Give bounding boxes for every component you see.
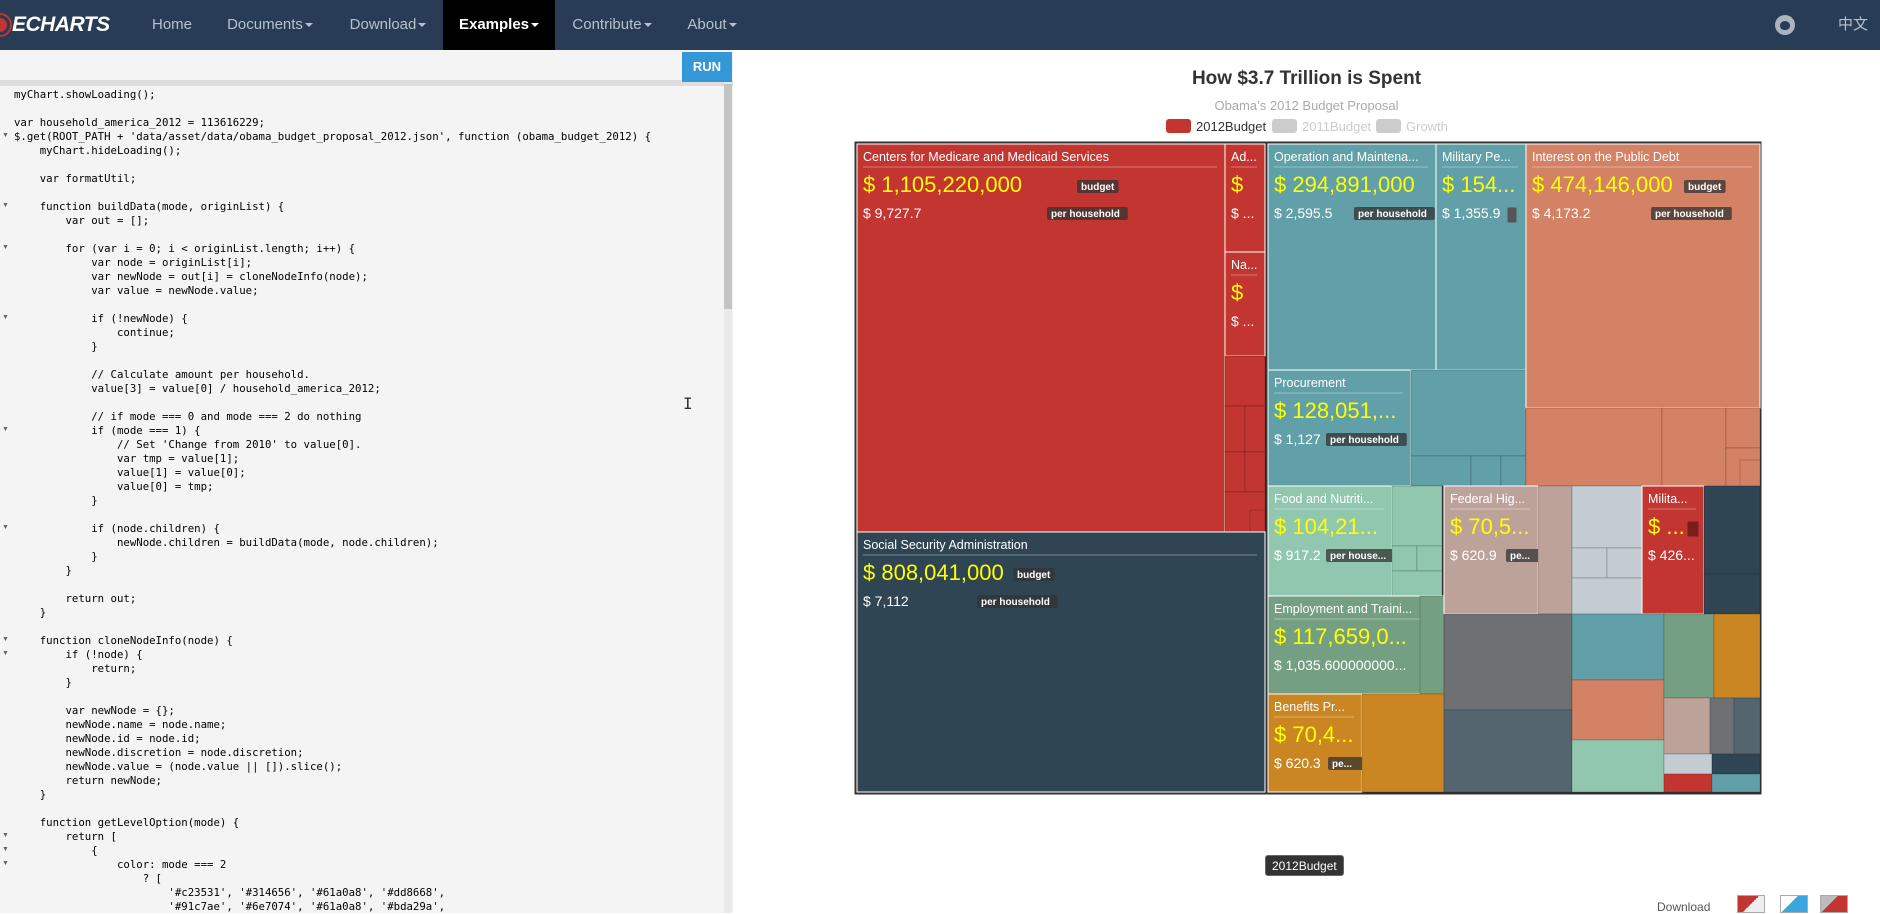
code-line: if (node.children) { bbox=[14, 522, 220, 535]
top-navbar: ECHARTS Home Documents Download Examples… bbox=[0, 0, 1880, 50]
code-line: // Set 'Change from 2010' to value[0]. bbox=[14, 438, 362, 451]
code-line: return; bbox=[14, 662, 137, 675]
run-button[interactable]: RUN bbox=[682, 52, 732, 82]
chevron-down-icon bbox=[418, 23, 427, 28]
theme-thumbnail[interactable] bbox=[1780, 895, 1808, 913]
code-line: value[0] = tmp; bbox=[14, 480, 214, 493]
code-line: { bbox=[14, 844, 98, 857]
code-line: var household_america_2012 = 113616229; bbox=[14, 116, 265, 129]
chart-title: How $3.7 Trillion is Spent bbox=[1191, 68, 1422, 89]
nav-home[interactable]: Home bbox=[151, 16, 192, 33]
code-editor-panel bbox=[0, 50, 733, 913]
fold-toggle-icon[interactable]: ▼ bbox=[2, 860, 9, 867]
code-line: } bbox=[14, 550, 98, 563]
code-line: var node = originList[i]; bbox=[14, 256, 253, 269]
fold-toggle-icon[interactable]: ▼ bbox=[2, 426, 9, 433]
code-line: return [ bbox=[14, 830, 117, 843]
chart-area bbox=[733, 50, 1880, 913]
legend-item-2012budget[interactable]: 2012Budget bbox=[1166, 119, 1266, 134]
code-line: // Calculate amount per household. bbox=[14, 368, 310, 381]
code-line: value[1] = value[0]; bbox=[14, 466, 246, 479]
code-line: } bbox=[14, 494, 98, 507]
code-line: value[3] = value[0] / household_america_… bbox=[14, 382, 381, 395]
code-line: var out = []; bbox=[14, 214, 150, 227]
code-line: var value = newNode.value; bbox=[14, 284, 259, 297]
fold-toggle-icon[interactable]: ▼ bbox=[2, 314, 9, 321]
code-line: var formatUtil; bbox=[14, 172, 137, 185]
code-line: ? [ bbox=[14, 872, 162, 885]
chart-subtitle: Obama’s 2012 Budget Proposal bbox=[1214, 98, 1399, 113]
code-line: color: mode === 2 bbox=[14, 858, 227, 871]
code-line: var newNode = {}; bbox=[14, 704, 175, 717]
download-label: Download bbox=[1657, 900, 1711, 914]
github-icon[interactable] bbox=[1775, 15, 1795, 35]
code-line: function getLevelOption(mode) { bbox=[14, 816, 240, 829]
code-line: } bbox=[14, 676, 72, 689]
nav-about[interactable]: About bbox=[678, 0, 746, 50]
code-line: } bbox=[14, 340, 98, 353]
theme-thumbnail[interactable] bbox=[1737, 895, 1765, 913]
code-line: function cloneNodeInfo(node) { bbox=[14, 634, 233, 647]
logo-mark-icon bbox=[0, 15, 10, 35]
code-line: newNode.discretion = node.discretion; bbox=[14, 746, 304, 759]
nav-examples[interactable]: Examples bbox=[443, 0, 555, 50]
editor-scrollbar[interactable] bbox=[724, 82, 732, 913]
chevron-down-icon bbox=[728, 23, 737, 28]
breadcrumb-2012budget[interactable]: 2012Budget bbox=[1265, 855, 1344, 876]
text-cursor-icon: I bbox=[683, 394, 693, 413]
fold-toggle-icon[interactable]: ▼ bbox=[2, 636, 9, 643]
code-line: if (!newNode) { bbox=[14, 312, 188, 325]
code-line: } bbox=[14, 788, 47, 801]
code-line: } bbox=[14, 606, 47, 619]
code-line: newNode.children = buildData(mode, node.… bbox=[14, 536, 439, 549]
code-line: if (mode === 1) { bbox=[14, 424, 201, 437]
fold-toggle-icon[interactable]: ▼ bbox=[2, 244, 9, 251]
legend-item-growth[interactable]: Growth bbox=[1376, 119, 1448, 134]
code-editor[interactable]: myChart.showLoading(); var household_amer… bbox=[0, 82, 725, 913]
code-line: var tmp = value[1]; bbox=[14, 452, 240, 465]
code-line: return out; bbox=[14, 592, 137, 605]
chevron-down-icon bbox=[643, 23, 652, 28]
code-line: newNode.id = node.id; bbox=[14, 732, 201, 745]
nav-download[interactable]: Download bbox=[338, 0, 438, 50]
chevron-down-icon bbox=[531, 23, 540, 28]
scrollbar-thumb[interactable] bbox=[724, 84, 732, 309]
fold-toggle-icon[interactable]: ▼ bbox=[2, 832, 9, 839]
code-line: newNode.name = node.name; bbox=[14, 718, 227, 731]
code-line: '#91c7ae', '#6e7074', '#61a0a8', '#bda29… bbox=[14, 900, 446, 913]
legend-swatch bbox=[1166, 119, 1191, 133]
legend-item-2011budget[interactable]: 2011Budget bbox=[1272, 119, 1371, 134]
code-line: } bbox=[14, 564, 72, 577]
code-line: $.get(ROOT_PATH + 'data/asset/data/obama… bbox=[14, 130, 652, 143]
chevron-down-icon bbox=[304, 23, 313, 28]
fold-toggle-icon[interactable]: ▼ bbox=[2, 650, 9, 657]
code-line: return newNode; bbox=[14, 774, 162, 787]
fold-toggle-icon[interactable]: ▼ bbox=[2, 524, 9, 531]
legend-swatch bbox=[1376, 119, 1401, 133]
code-line: '#c23531', '#314656', '#61a0a8', '#dd866… bbox=[14, 886, 446, 899]
nav-documents[interactable]: Documents bbox=[216, 0, 324, 50]
fold-toggle-icon[interactable]: ▼ bbox=[2, 202, 9, 209]
language-switch[interactable]: 中文 bbox=[1838, 16, 1869, 33]
code-line: for (var i = 0; i < originList.length; i… bbox=[14, 242, 356, 255]
code-line: function buildData(mode, originList) { bbox=[14, 200, 285, 213]
code-line: continue; bbox=[14, 326, 175, 339]
code-line: myChart.hideLoading(); bbox=[14, 144, 182, 157]
theme-thumbnail[interactable] bbox=[1820, 895, 1848, 913]
fold-toggle-icon[interactable]: ▼ bbox=[2, 846, 9, 853]
legend-swatch bbox=[1272, 119, 1297, 133]
code-line: myChart.showLoading(); bbox=[14, 88, 156, 101]
fold-toggle-icon[interactable]: ▼ bbox=[2, 132, 9, 139]
code-line: var newNode = out[i] = cloneNodeInfo(nod… bbox=[14, 270, 368, 283]
code-line: // if mode === 0 and mode === 2 do nothi… bbox=[14, 410, 362, 423]
echarts-logo[interactable]: ECHARTS bbox=[0, 8, 110, 42]
code-line: newNode.value = (node.value || []).slice… bbox=[14, 760, 343, 773]
editor-ruler bbox=[0, 80, 733, 86]
logo-text: ECHARTS bbox=[12, 13, 110, 36]
nav-contribute[interactable]: Contribute bbox=[564, 0, 660, 50]
code-line: if (!node) { bbox=[14, 648, 143, 661]
